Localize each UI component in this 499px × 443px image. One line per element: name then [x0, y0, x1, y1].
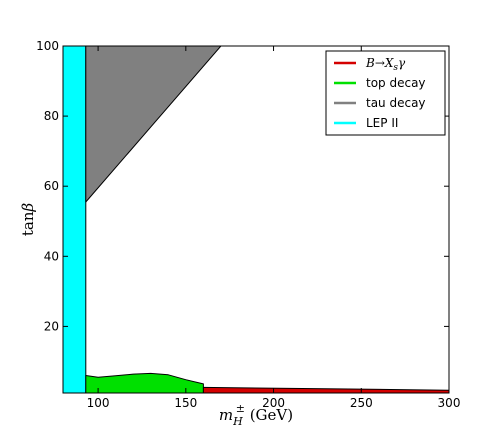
region-lep-ii	[63, 46, 87, 393]
legend-label-tau-decay: tau decay	[366, 96, 426, 110]
y-tick-label-80: 80	[44, 109, 59, 123]
axes: 100 150 200 250 300 20 40 60 80 100	[36, 39, 460, 410]
plot-regions	[63, 46, 449, 393]
legend: B→Xsγ top decay tau decay LEP II	[325, 50, 446, 136]
axis-labels: mH± (GeV) tanβ	[19, 203, 293, 428]
x-tick-label-200: 200	[262, 396, 285, 410]
x-tick-label-150: 150	[174, 396, 197, 410]
plot-frame	[62, 45, 450, 394]
region-tau-decay	[85, 46, 222, 203]
y-tick-label-40: 40	[44, 249, 59, 263]
legend-box	[325, 50, 446, 136]
legend-label-top-decay: top decay	[366, 76, 426, 90]
x-tick-label-300: 300	[438, 396, 461, 410]
legend-label-lep-ii: LEP II	[366, 116, 398, 130]
x-axis-label: mH± (GeV)	[219, 402, 293, 428]
x-tick-label-100: 100	[87, 396, 110, 410]
y-tick-label-60: 60	[44, 179, 59, 193]
y-axis-label: tanβ	[19, 203, 37, 237]
y-tick-label-100: 100	[36, 39, 59, 53]
legend-label-b-x-s: B→Xsγ	[365, 56, 406, 73]
region-b-x-s	[202, 386, 449, 393]
y-tick-label-20: 20	[44, 319, 59, 333]
x-tick-label-250: 250	[350, 396, 373, 410]
